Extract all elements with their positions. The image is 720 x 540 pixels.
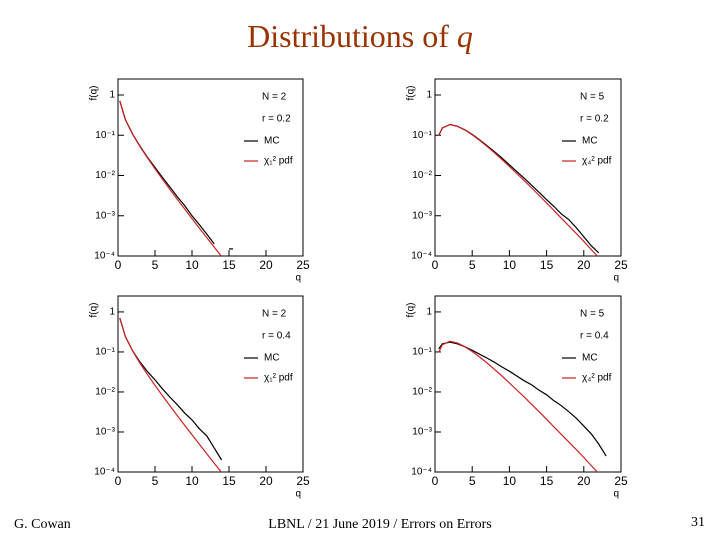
y-tick-label: 10⁻³ — [412, 427, 432, 438]
legend-label: χ₁² pdf — [264, 373, 293, 384]
y-axis-label: f(q) — [89, 86, 100, 101]
x-axis-label: q — [295, 489, 301, 500]
x-tick-label: 15 — [222, 474, 236, 488]
x-tick-label: 10 — [185, 258, 199, 272]
y-tick-label: 10⁻² — [95, 170, 115, 181]
x-tick-label: 0 — [115, 474, 122, 488]
x-tick-label: 10 — [185, 474, 199, 488]
annotation: N = 2 — [262, 309, 287, 320]
y-tick-label: 1 — [109, 307, 115, 318]
x-tick-label: 25 — [296, 474, 310, 488]
panel: 1 10⁻¹ 10⁻² 10⁻³ 10⁻⁴0 5 10 15 20 25q f(q) N = 2 r =… — [89, 295, 310, 500]
panel: 1 10⁻¹ 10⁻² 10⁻³ 10⁻⁴0 5 10 15 20 25q f(q) N = 5 r =… — [406, 295, 628, 500]
x-tick-label: 15 — [540, 474, 554, 488]
x-axis-label: q — [295, 273, 301, 284]
legend-label: MC — [582, 353, 598, 364]
series-line — [438, 123, 599, 256]
title-text: Distributions of — [247, 18, 449, 54]
series-line — [119, 101, 222, 256]
x-tick-label: 10 — [503, 258, 517, 272]
series-line — [438, 340, 599, 472]
annotation: r = 0.4 — [580, 331, 609, 342]
y-tick-label: 10⁻¹ — [95, 130, 115, 141]
y-tick-label: 1 — [109, 90, 115, 101]
plot-frame — [117, 295, 304, 473]
y-tick-label: 10⁻² — [95, 387, 115, 398]
plot-frame — [117, 78, 304, 257]
y-tick-label: 10⁻⁴ — [94, 251, 115, 262]
annotation: r = 0.4 — [262, 331, 291, 342]
x-tick-label: 20 — [259, 474, 273, 488]
legend-label: χ₁² pdf — [264, 156, 293, 167]
annotation: N = 5 — [580, 92, 605, 103]
x-tick-label: 0 — [432, 258, 439, 272]
y-tick-label: 10⁻⁴ — [94, 467, 115, 478]
y-tick-label: 10⁻⁴ — [411, 251, 432, 262]
y-axis-label: f(q) — [406, 303, 417, 318]
x-tick-label: 5 — [469, 258, 476, 272]
slide-title: Distributions of q — [247, 18, 473, 54]
y-tick-label: 10⁻¹ — [412, 130, 432, 141]
y-tick-label: 10⁻⁴ — [411, 467, 432, 478]
y-axis-label: f(q) — [406, 86, 417, 101]
plot-frame — [434, 295, 622, 473]
annotation: N = 5 — [580, 309, 605, 320]
y-tick-label: 10⁻¹ — [95, 347, 115, 358]
y-tick-label: 10⁻² — [412, 170, 432, 181]
y-axis-label: f(q) — [89, 303, 100, 318]
x-tick-label: 10 — [503, 474, 517, 488]
x-tick-label: 15 — [540, 258, 554, 272]
title-symbol: q — [457, 18, 473, 54]
legend-label: χ₄² pdf — [582, 373, 612, 384]
panel: 1 10⁻¹ 10⁻² 10⁻³ 10⁻⁴0 5 10 15 20 25q f(q) N = 5 r =… — [406, 78, 628, 284]
annotation: r = 0.2 — [262, 114, 291, 125]
x-tick-label: 25 — [614, 258, 628, 272]
x-axis-label: q — [613, 489, 619, 500]
y-tick-label: 10⁻³ — [412, 210, 432, 221]
y-tick-label: 10⁻³ — [95, 427, 115, 438]
x-tick-label: 25 — [296, 258, 310, 272]
y-tick-label: 1 — [426, 90, 432, 101]
x-tick-label: 20 — [259, 258, 273, 272]
legend-label: χ₄² pdf — [582, 156, 612, 167]
x-tick-label: 5 — [152, 258, 159, 272]
x-tick-label: 20 — [577, 258, 591, 272]
y-tick-label: 1 — [426, 307, 432, 318]
x-tick-label: 20 — [577, 474, 591, 488]
annotation: r = 0.2 — [580, 114, 609, 125]
x-tick-label: 15 — [222, 258, 236, 272]
x-tick-label: 0 — [115, 258, 122, 272]
plot-frame — [434, 78, 622, 257]
legend-label: MC — [582, 136, 598, 147]
footer: LBNL / 21 June 2019 / Errors on Errors — [268, 517, 491, 532]
y-tick-label: 10⁻¹ — [412, 347, 432, 358]
y-tick-label: 10⁻² — [412, 387, 432, 398]
x-axis-label: q — [613, 273, 619, 284]
series-line — [119, 317, 222, 472]
panel: 1 10⁻¹ 10⁻² 10⁻³ 10⁻⁴0 5 10 15 20 25q f(q) N = 2 r =… — [89, 78, 310, 284]
y-tick-label: 10⁻³ — [95, 210, 115, 221]
author: G. Cowan — [14, 517, 71, 532]
x-tick-label: 5 — [152, 474, 159, 488]
legend-label: MC — [264, 136, 280, 147]
x-tick-label: 25 — [614, 474, 628, 488]
legend-label: MC — [264, 353, 280, 364]
x-tick-label: 5 — [469, 474, 476, 488]
x-tick-label: 0 — [432, 474, 439, 488]
annotation: N = 2 — [262, 92, 287, 103]
page-number: 31 — [691, 515, 705, 530]
